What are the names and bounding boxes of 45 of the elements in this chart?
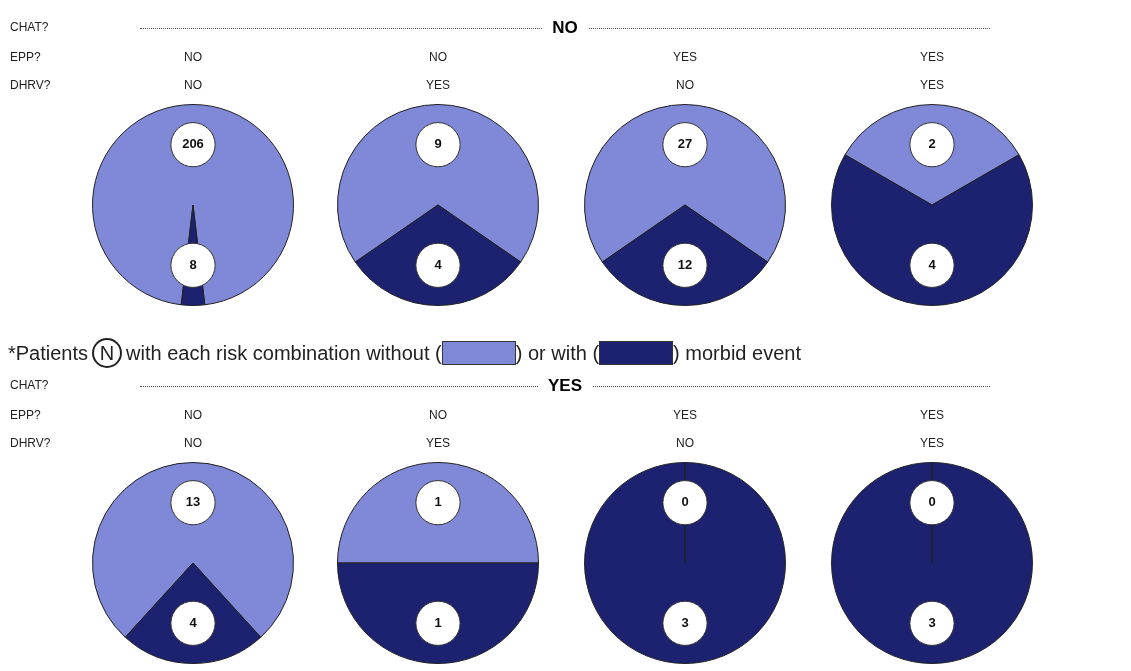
- text: ) or with (: [515, 341, 600, 365]
- text: YES: [919, 436, 945, 450]
- text: YES: [672, 50, 698, 64]
- text: NO: [429, 408, 447, 422]
- text: DHRV?: [10, 436, 51, 450]
- text: 0: [928, 494, 936, 510]
- text: NO: [184, 436, 202, 450]
- text: NO: [184, 408, 202, 422]
- text: YES: [919, 78, 945, 92]
- text: EPP?: [10, 50, 41, 64]
- text: NO: [429, 50, 447, 64]
- text: YES: [425, 436, 451, 450]
- data-label: 13: [185, 494, 201, 510]
- text: NO: [676, 78, 694, 92]
- text: DHRV?: [10, 78, 51, 92]
- text: YES: [919, 408, 945, 422]
- data-label: 2: [928, 136, 936, 152]
- text: NO: [184, 78, 202, 92]
- text: NO: [676, 436, 694, 450]
- text: with each risk combination without (: [126, 341, 442, 365]
- data-label: 3: [681, 614, 689, 630]
- data-label: 4: [928, 256, 937, 272]
- text: ) morbid event: [673, 341, 801, 365]
- data-label: 8: [189, 256, 197, 272]
- data-label: 12: [677, 256, 693, 272]
- data-label: 9: [434, 136, 442, 152]
- data-label: 1: [434, 614, 442, 630]
- text: NO: [542, 18, 588, 38]
- data-label: 4: [434, 256, 443, 272]
- data-label: 4: [189, 614, 198, 630]
- text: NO: [184, 50, 202, 64]
- text: YES: [919, 50, 945, 64]
- text: YES: [425, 78, 451, 92]
- text: *Patients: [8, 341, 89, 365]
- text: 0: [681, 494, 689, 510]
- data-label: 3: [928, 614, 936, 630]
- text: YES: [672, 408, 698, 422]
- text: CHAT?: [10, 20, 49, 34]
- text: CHAT?: [10, 378, 49, 392]
- text: EPP?: [10, 408, 41, 422]
- data-label: 27: [677, 136, 693, 152]
- data-label: 1: [434, 494, 442, 510]
- data-label: 206: [182, 136, 204, 152]
- text: N: [92, 338, 123, 368]
- text: YES: [537, 376, 593, 396]
